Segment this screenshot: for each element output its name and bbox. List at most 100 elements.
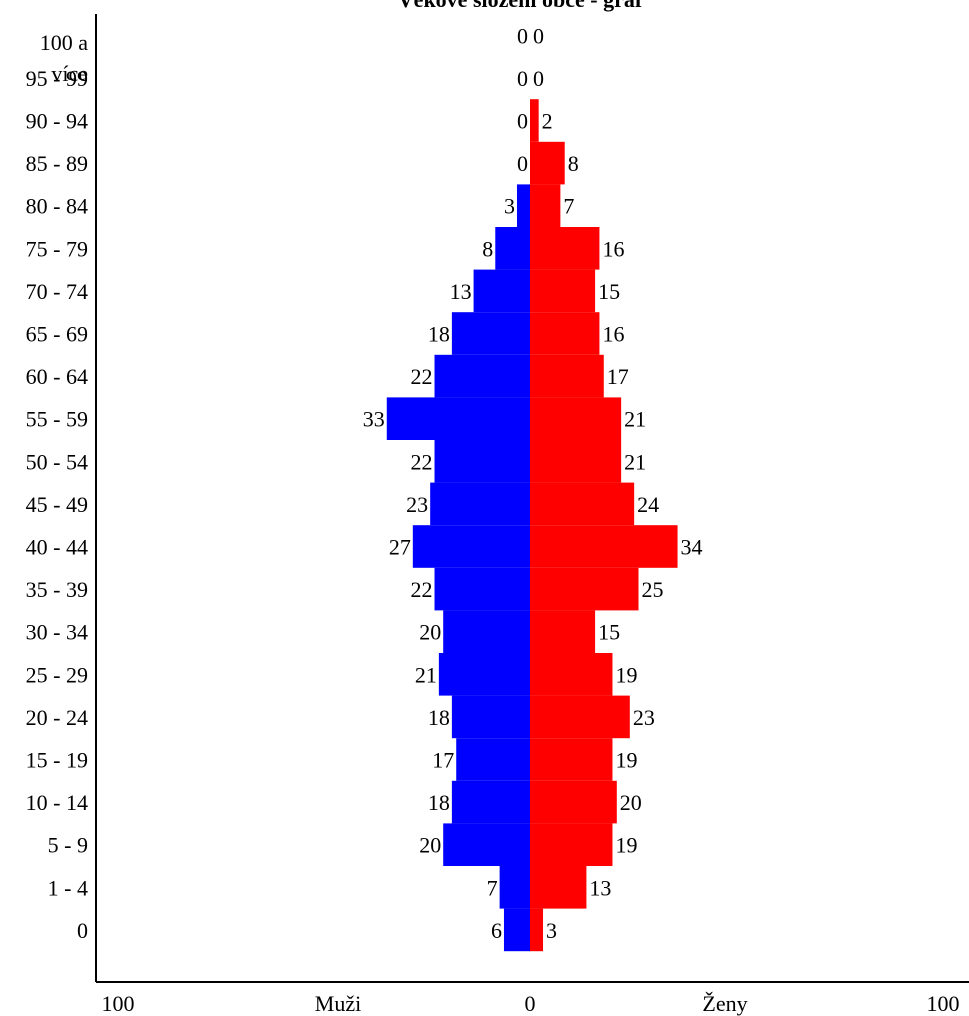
bar-men-5 [495,227,530,270]
y-tick-label-5: 75 - 79 [26,236,88,261]
bar-men-10 [434,440,530,483]
y-tick-label-11: 45 - 49 [26,492,88,517]
value-label-women-3: 8 [568,151,579,176]
bar-women-15 [530,653,613,696]
value-label-women-10: 21 [624,449,646,474]
value-label-men-1: 0 [517,66,528,91]
value-label-men-15: 21 [415,662,437,687]
bar-men-18 [451,780,530,824]
value-label-women-4: 7 [563,194,574,219]
value-label-women-19: 19 [615,833,637,858]
value-label-women-17: 19 [615,748,637,773]
value-label-women-21: 3 [546,918,557,943]
bar-men-21 [503,908,530,952]
bar-men-7 [451,312,530,355]
value-label-men-16: 18 [428,705,450,730]
bar-women-4 [530,184,561,227]
bar-women-11 [530,482,635,526]
y-tick-label-13: 35 - 39 [26,577,88,602]
chart-title: Věkové složení obce - graf [398,0,643,12]
bar-men-9 [386,397,530,440]
x-tick-center-0: 0 [525,991,536,1016]
value-label-women-15: 19 [615,662,637,687]
bar-men-12 [412,525,530,568]
y-tick-label-21: 0 [77,918,88,943]
y-tick-label-12: 40 - 44 [26,535,88,560]
value-label-women-0: 0 [533,23,544,48]
x-tick-right-100: 100 [927,991,960,1016]
bar-women-12 [530,525,678,568]
value-label-men-14: 20 [419,620,441,645]
value-label-men-6: 13 [450,279,472,304]
bar-women-2 [530,99,539,142]
bar-men-4 [516,184,530,227]
y-tick-label-1: 95 - 99 [26,66,88,91]
value-label-women-2: 2 [542,109,553,134]
value-label-men-10: 22 [411,449,433,474]
x-tick-left-100: 100 [102,991,135,1016]
value-label-women-11: 24 [637,492,659,517]
bar-women-13 [530,567,639,611]
y-tick-label-7: 65 - 69 [26,322,88,347]
y-tick-label-2: 90 - 94 [26,109,88,134]
value-label-men-8: 22 [411,364,433,389]
value-label-men-9: 33 [363,407,385,432]
y-tick-label-10: 50 - 54 [26,449,88,474]
y-tick-label-9: 55 - 59 [26,407,88,432]
value-label-women-16: 23 [633,705,655,730]
y-tick-label-18: 10 - 14 [26,790,88,815]
value-label-women-12: 34 [681,535,703,560]
bar-women-18 [530,780,617,824]
value-label-men-20: 7 [487,875,498,900]
value-label-men-11: 23 [406,492,428,517]
bar-men-8 [434,354,530,398]
bar-men-14 [443,610,530,653]
bar-women-10 [530,440,622,483]
value-label-men-2: 0 [517,109,528,134]
value-label-men-12: 27 [389,535,411,560]
bar-men-15 [438,653,530,696]
y-tick-label-6: 70 - 74 [26,279,88,304]
bar-men-16 [451,695,530,739]
bar-men-13 [434,567,530,611]
bar-men-6 [473,269,530,313]
value-label-women-7: 16 [602,322,624,347]
y-tick-label-17: 15 - 19 [26,748,88,773]
value-label-men-3: 0 [517,151,528,176]
bar-men-19 [443,823,530,866]
bar-women-17 [530,738,613,781]
x-axis-label-women: Ženy [702,991,747,1016]
value-label-men-19: 20 [419,833,441,858]
value-label-men-18: 18 [428,790,450,815]
x-axis-label-men: Muži [315,991,361,1016]
y-tick-label-14: 30 - 34 [26,620,88,645]
bar-women-14 [530,610,596,653]
y-tick-label-19: 5 - 9 [48,833,88,858]
y-tick-label-20: 1 - 4 [48,875,88,900]
value-label-women-20: 13 [589,875,611,900]
y-tick-label-text: 100 a více [40,30,89,86]
value-label-men-17: 17 [432,748,454,773]
value-label-men-5: 8 [482,236,493,261]
y-tick-label-4: 80 - 84 [26,194,88,219]
y-tick-label-16: 20 - 24 [26,705,88,730]
y-tick-label-3: 85 - 89 [26,151,88,176]
bar-women-19 [530,823,613,866]
bar-women-6 [530,269,596,313]
value-label-women-9: 21 [624,407,646,432]
bar-men-17 [456,738,530,781]
value-label-men-4: 3 [504,194,515,219]
bar-men-11 [430,482,530,526]
bar-women-16 [530,695,630,739]
bars-group [386,99,678,952]
value-label-women-8: 17 [607,364,629,389]
value-label-men-13: 22 [411,577,433,602]
value-label-women-5: 16 [602,236,624,261]
value-label-women-6: 15 [598,279,620,304]
value-label-women-13: 25 [642,577,664,602]
bar-men-20 [499,866,530,909]
bar-women-20 [530,866,587,909]
